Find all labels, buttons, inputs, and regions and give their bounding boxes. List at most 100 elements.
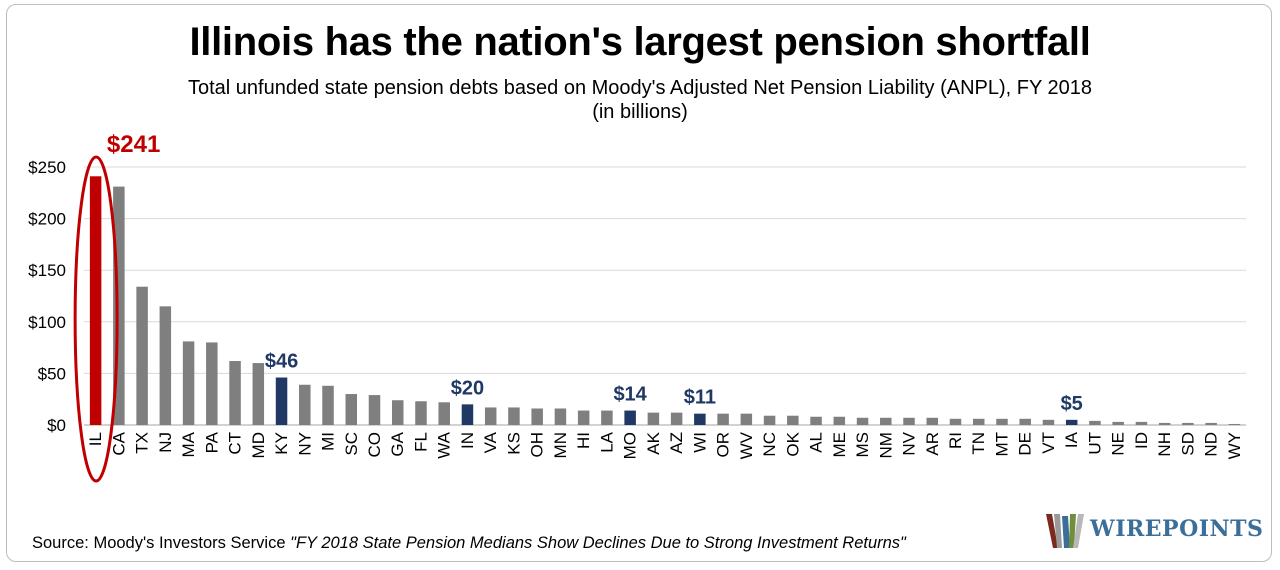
x-tick-label: AR	[923, 432, 942, 456]
x-tick-label: WA	[435, 431, 454, 458]
bar-ct	[229, 361, 241, 425]
x-tick-label: IL	[86, 432, 105, 446]
x-tick-label: HI	[574, 432, 593, 449]
source-prefix: Source: Moody's Investors Service	[32, 534, 291, 552]
source-publication: "FY 2018 State Pension Medians Show Decl…	[290, 534, 906, 552]
wirepoints-logo: WIREPOINTS	[1044, 508, 1263, 552]
data-label-wi: $11	[684, 387, 716, 409]
bar-ma	[182, 341, 195, 425]
bar-id	[1135, 421, 1148, 425]
bar-ky	[275, 377, 288, 425]
x-tick-label: MO	[621, 432, 640, 459]
x-tick-label: IN	[458, 432, 477, 449]
x-tick-label: OK	[783, 431, 802, 456]
x-tick-label: LA	[597, 431, 616, 452]
bar-la	[601, 410, 613, 425]
bar-ar	[926, 417, 939, 425]
x-tick-label: OH	[528, 432, 547, 458]
bar-mo	[624, 410, 636, 425]
x-tick-label: CT	[226, 432, 245, 455]
bar-co	[368, 395, 381, 425]
bar-sc	[345, 394, 358, 425]
bar-hi	[577, 410, 590, 425]
x-tick-label: WI	[690, 432, 709, 453]
bar-ak	[647, 412, 660, 425]
bar-wi	[694, 413, 706, 425]
x-tick-label: MT	[992, 432, 1011, 457]
y-tick-label: $0	[47, 416, 66, 435]
x-tick-label: TN	[969, 432, 988, 455]
x-tick-label: NE	[1109, 432, 1128, 456]
bar-mn	[554, 408, 567, 425]
x-tick-label: GA	[388, 431, 407, 456]
x-tick-label: WY	[1225, 432, 1244, 459]
x-tick-label: MN	[551, 432, 570, 458]
x-tick-label: TX	[133, 432, 152, 454]
subtitle-line-1: Total unfunded state pension debts based…	[187, 77, 1093, 99]
bar-ks	[508, 407, 520, 425]
x-tick-label: IA	[1062, 431, 1081, 448]
bar-tx	[136, 286, 148, 425]
data-label-il: $241	[107, 131, 160, 158]
y-tick-label: $150	[28, 261, 66, 280]
x-tick-label: NC	[760, 432, 779, 457]
bar-wa	[438, 402, 450, 425]
x-tick-label: MI	[319, 432, 338, 451]
bar-wv	[740, 413, 753, 425]
bar-ok	[787, 415, 799, 425]
chart-frame	[6, 4, 1272, 562]
bar-va	[484, 407, 497, 425]
bar-ny	[299, 384, 311, 425]
x-tick-label: FL	[411, 432, 430, 452]
bar-ms	[856, 417, 869, 425]
wirepoints-logo-text: WIREPOINTS	[1090, 516, 1264, 542]
x-tick-label: NH	[1155, 432, 1174, 457]
x-tick-label: VT	[1039, 432, 1058, 454]
bar-nh	[1158, 422, 1171, 425]
x-tick-label: AL	[807, 432, 826, 453]
x-tick-label: KS	[504, 432, 523, 455]
bar-al	[810, 416, 822, 425]
bar-fl	[415, 401, 427, 425]
subtitle-line-2: (in billions)	[592, 101, 688, 123]
bar-sd	[1182, 422, 1194, 425]
x-tick-label: ID	[1132, 432, 1151, 449]
bar-or	[717, 413, 729, 425]
y-tick-label: $250	[28, 158, 66, 177]
bar-il	[89, 176, 102, 425]
bar-me	[833, 416, 846, 425]
bar-ca	[113, 186, 125, 425]
x-tick-label: ME	[830, 432, 849, 458]
bar-ut	[1089, 420, 1101, 425]
bar-mi	[322, 385, 334, 425]
source-note: Source: Moody's Investors Service "FY 20…	[32, 534, 906, 553]
bar-de	[1019, 418, 1031, 425]
bar-tn	[972, 418, 985, 425]
x-tick-label: UT	[1085, 432, 1104, 455]
bar-md	[252, 363, 265, 425]
x-tick-label: SD	[1178, 432, 1197, 456]
x-tick-label: CA	[109, 431, 128, 455]
bar-pa	[206, 342, 218, 425]
il-highlight-circle	[73, 155, 119, 483]
bar-nv	[903, 417, 915, 425]
bar-ri	[949, 418, 962, 425]
bar-nc	[763, 415, 776, 425]
x-tick-label: DE	[1016, 432, 1035, 456]
bar-ne	[1112, 421, 1124, 425]
x-tick-label: AZ	[667, 432, 686, 454]
bar-nm	[880, 417, 892, 425]
x-tick-label: PA	[202, 431, 221, 453]
data-label-ia: $5	[1061, 393, 1083, 415]
bar-vt	[1042, 419, 1055, 425]
y-tick-label: $100	[28, 313, 66, 332]
bar-nj	[159, 306, 172, 425]
bar-mt	[996, 418, 1008, 425]
x-tick-label: MS	[853, 432, 872, 458]
x-tick-label: KY	[272, 432, 291, 455]
data-label-in: $20	[451, 377, 484, 399]
bar-oh	[531, 408, 543, 425]
x-tick-label: NJ	[156, 432, 175, 453]
bar-ga	[391, 400, 404, 425]
data-label-mo: $14	[613, 384, 647, 406]
